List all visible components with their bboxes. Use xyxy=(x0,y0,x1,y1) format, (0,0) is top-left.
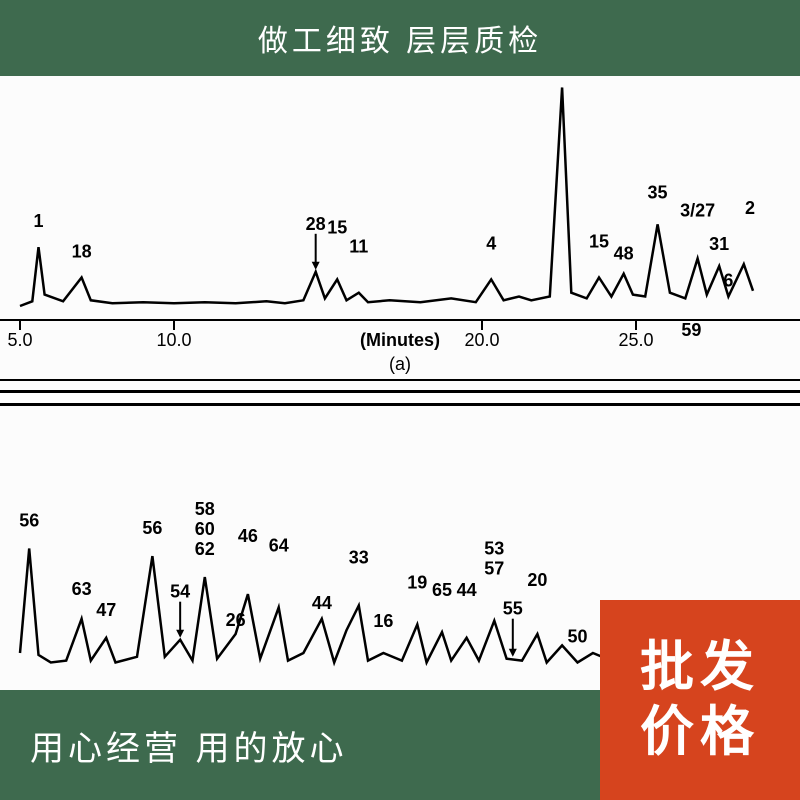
peak-label: 55 xyxy=(503,599,523,619)
peak-arrowhead xyxy=(509,649,517,657)
peak-label: 2 xyxy=(745,198,755,218)
peak-label: 18 xyxy=(72,242,92,262)
peak-label: 62 xyxy=(195,539,215,559)
peak-arrowhead xyxy=(312,262,320,270)
peak-label: 54 xyxy=(170,582,190,602)
peak-label: 65 xyxy=(432,580,452,600)
x-tick-label: 20.0 xyxy=(464,330,499,350)
peak-label: 47 xyxy=(96,600,116,620)
x-tick-label: 25.0 xyxy=(618,330,653,350)
peak-label: 6 xyxy=(723,271,733,291)
peak-label: 58 xyxy=(195,499,215,519)
peak-label: 15 xyxy=(327,217,347,237)
peak-label: 11 xyxy=(349,237,368,257)
peak-label: 64 xyxy=(269,535,289,555)
x-axis-label: (Minutes) xyxy=(360,330,440,350)
peak-label: 26 xyxy=(226,610,246,630)
peak-label: 20 xyxy=(527,570,547,590)
peak-arrowhead xyxy=(176,630,184,638)
peak-label: 1 xyxy=(33,211,43,231)
peak-label: 60 xyxy=(195,519,215,539)
chromatogram-trace xyxy=(20,88,753,307)
panel-sublabel: (a) xyxy=(389,354,411,374)
top-banner: 做工细致 层层质检 xyxy=(0,0,800,76)
top-banner-text: 做工细致 层层质检 xyxy=(258,16,542,60)
peak-label: 57 xyxy=(484,559,504,579)
bottom-banner-text: 用心经营 用的放心 xyxy=(30,721,347,770)
chromatogram-panel-a: 5.010.020.025.0(Minutes)(a)1182815114154… xyxy=(0,76,800,396)
cta-badge: 批发 价格 xyxy=(600,600,800,800)
peak-label: 44 xyxy=(457,580,477,600)
peak-label: 63 xyxy=(72,579,92,599)
cta-line2: 价格 xyxy=(640,700,760,765)
peak-label: 46 xyxy=(238,526,258,546)
cta-line1: 批发 xyxy=(640,635,760,700)
peak-label: 16 xyxy=(373,611,393,631)
peak-label: 35 xyxy=(648,182,668,202)
peak-label: 59 xyxy=(681,320,701,340)
screenshot-root: 做工细致 层层质检 5.0 10.0 20.0 25.0 (Minutes) (a) 1 18… xyxy=(0,0,800,800)
peak-label: 48 xyxy=(614,244,634,264)
peak-label: 19 xyxy=(407,573,427,593)
peak-label: 56 xyxy=(19,511,39,531)
peak-label: 3/27 xyxy=(680,201,715,221)
x-tick-label: 10.0 xyxy=(156,330,191,350)
peak-label: 56 xyxy=(142,518,162,538)
peak-label: 31 xyxy=(709,234,729,254)
peak-label: 15 xyxy=(589,232,609,252)
peak-label: 33 xyxy=(349,548,369,568)
peak-label: 4 xyxy=(486,233,496,253)
peak-label: 53 xyxy=(484,539,504,559)
x-tick-label: 5.0 xyxy=(7,330,32,350)
peak-label: 44 xyxy=(312,593,332,613)
peak-label: 28 xyxy=(306,214,326,234)
peak-label: 50 xyxy=(567,627,587,647)
chromatogram-area: 5.010.020.025.0(Minutes)(a)1182815114154… xyxy=(0,76,800,690)
